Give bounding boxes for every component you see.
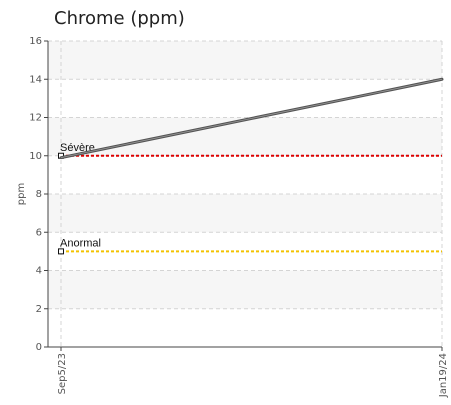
y-tick-label: 14	[29, 74, 42, 85]
threshold-marker	[58, 248, 64, 255]
series-lines	[59, 77, 444, 160]
threshold-label: Anormal	[60, 237, 101, 249]
chart-title: Chrome (ppm)	[54, 8, 185, 29]
y-tick-labels: 0 2 4 6 8 10 12 14 16	[29, 36, 42, 353]
threshold-label: Sévère	[60, 142, 95, 154]
y-tick-label: 16	[29, 36, 42, 47]
y-tick-label: 10	[29, 151, 42, 162]
y-tick-label: 8	[36, 189, 42, 200]
x-tick-label: Sep5/23	[57, 353, 68, 394]
plot-band	[48, 117, 442, 156]
gridlines	[44, 40, 443, 351]
axes	[47, 41, 442, 348]
y-tick-label: 0	[36, 342, 42, 353]
plot-band	[48, 194, 442, 233]
plot-background-bands	[48, 41, 442, 309]
y-tick-label: 6	[36, 227, 42, 238]
y-tick-label: 12	[29, 113, 42, 124]
x-tick-labels: Sep5/23 Jan19/24	[57, 353, 449, 398]
plot-band	[48, 41, 442, 80]
x-tick-label: Jan19/24	[438, 353, 449, 398]
y-tick-label: 4	[36, 266, 42, 277]
series-line-highlight	[60, 78, 443, 159]
y-tick-label: 2	[36, 304, 42, 315]
y-axis-label: ppm	[16, 183, 27, 205]
plot-band	[48, 270, 442, 309]
